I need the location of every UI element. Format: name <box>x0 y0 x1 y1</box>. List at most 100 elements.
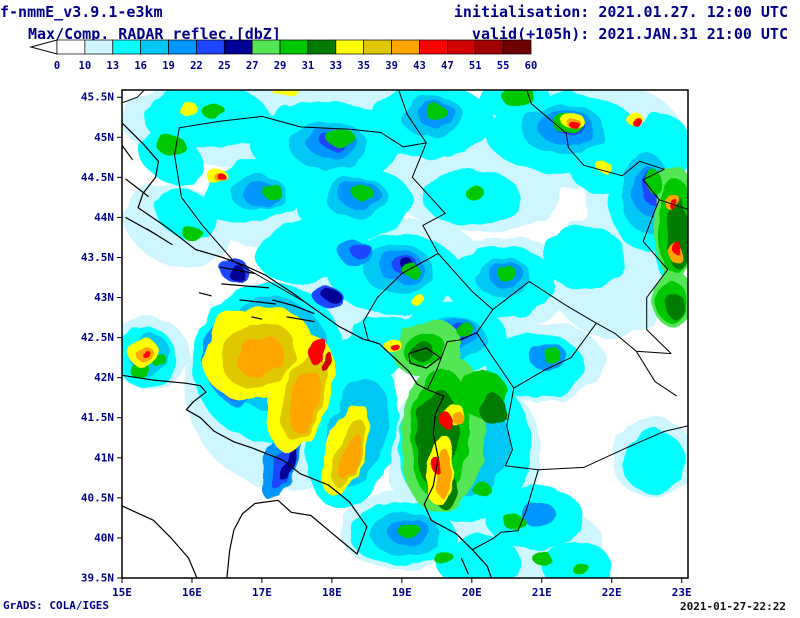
colorbar-segment <box>363 39 392 55</box>
colorbar-segment <box>335 39 365 55</box>
radar-reflectivity-shading <box>122 90 688 578</box>
radar-cell <box>179 102 198 117</box>
radar-cell <box>182 226 202 241</box>
radar-cell <box>389 341 398 350</box>
x-axis-tick-label: 22E <box>602 586 622 599</box>
colorbar-segment <box>223 39 253 55</box>
colorbar-tick-label: 27 <box>246 60 259 72</box>
colorbar-tick-label: 43 <box>413 60 426 72</box>
country-border <box>437 253 494 334</box>
radar-cell <box>157 134 185 156</box>
x-axis-tick-label: 18E <box>322 586 342 599</box>
colorbar-tick-label: 10 <box>79 60 92 72</box>
colorbar-tick-label: 51 <box>469 60 482 72</box>
coastline <box>239 299 276 305</box>
radar-cell <box>411 342 434 362</box>
coastline <box>219 266 256 275</box>
colorbar-tick-label: 55 <box>497 60 510 72</box>
colorbar-segment <box>196 39 225 55</box>
country-border <box>504 388 539 471</box>
y-axis-tick-label: 42.5N <box>81 331 114 344</box>
colorbar-segment <box>447 39 476 55</box>
radar-cell <box>569 121 580 130</box>
radar-cell <box>236 336 285 378</box>
radar-cell <box>340 434 363 481</box>
country-border <box>635 350 678 397</box>
colorbar-segment <box>140 39 169 55</box>
radar-cell <box>352 185 374 202</box>
radar-cell <box>541 225 626 290</box>
radar-cell <box>138 130 204 185</box>
colorbar-arrow <box>29 39 58 55</box>
radar-cell <box>499 90 535 106</box>
radar-cell <box>622 429 686 494</box>
radar-cell <box>426 105 448 122</box>
radar-cell <box>455 322 474 337</box>
radar-cell <box>319 351 331 369</box>
radar-cell <box>412 295 427 308</box>
colorbar: 0 10 13 16 19 22 25 27 29 31 33 35 39 43 47 51 55 60 <box>29 39 538 72</box>
x-axis-tick-label: 17E <box>252 586 272 599</box>
colorbar-tick-label: 0 <box>54 60 60 72</box>
colorbar-tick-label: 22 <box>190 60 203 72</box>
x-axis-tick-label: 16E <box>182 586 202 599</box>
grads-credit: GrADS: COLA/IGES <box>3 599 109 612</box>
y-axis-tick-label: 43.5N <box>81 251 114 264</box>
x-axis-tick-label: 21E <box>532 586 552 599</box>
x-axis-tick-label: 19E <box>392 586 412 599</box>
colorbar-tick-label: 29 <box>274 60 287 72</box>
colorbar-tick-label: 33 <box>329 60 342 72</box>
country-border <box>476 281 597 389</box>
colorbar-tick-label: 19 <box>162 60 175 72</box>
coastline <box>460 557 469 575</box>
coastline <box>198 292 212 297</box>
colorbar-tick-label: 39 <box>385 60 398 72</box>
y-axis-tick-label: 42N <box>94 371 114 384</box>
coastline <box>408 347 441 369</box>
radar-cell <box>473 482 492 498</box>
y-axis-tick-label: 39.5N <box>81 572 114 585</box>
y-axis-tick-label: 43N <box>94 291 114 304</box>
radar-cell <box>542 348 563 363</box>
colorbar-tick-label: 60 <box>525 60 538 72</box>
colorbar-segment <box>502 39 532 55</box>
country-border <box>538 425 688 471</box>
colorbar-segment <box>419 39 448 55</box>
radar-cell <box>665 292 684 319</box>
coastline <box>125 178 149 198</box>
country-border <box>642 199 672 354</box>
y-axis-tick-label: 44.5N <box>81 171 114 184</box>
colorbar-segment <box>56 39 86 55</box>
radar-cell <box>465 186 486 201</box>
x-axis-tick-label: 15E <box>112 586 132 599</box>
y-axis-tick-label: 41N <box>94 451 114 464</box>
colorbar-segment <box>84 39 114 55</box>
radar-cell <box>273 90 299 98</box>
y-axis-tick-label: 40N <box>94 531 114 544</box>
colorbar-tick-label: 31 <box>302 60 315 72</box>
radar-cell <box>674 243 683 256</box>
radar-cell <box>401 263 419 276</box>
radar-cell <box>397 521 420 538</box>
radar-cell <box>541 542 612 578</box>
radar-cell <box>478 395 507 425</box>
country-border <box>398 90 427 144</box>
radar-cell <box>140 348 150 357</box>
coastline <box>122 144 133 161</box>
colorbar-segment <box>391 39 420 55</box>
country-border <box>122 90 146 104</box>
coastlines-and-borders <box>122 90 688 578</box>
country-border <box>526 90 665 201</box>
radar-cell <box>323 289 341 303</box>
country-border <box>659 199 688 210</box>
colorbar-segment <box>251 39 281 55</box>
y-axis-tick-label: 41.5N <box>81 411 114 424</box>
radar-cell <box>597 162 612 174</box>
coastline <box>146 228 173 246</box>
radar-cell <box>226 264 244 280</box>
radar-cell <box>262 183 283 200</box>
radar-cell <box>439 411 451 428</box>
colorbar-segment <box>279 39 309 55</box>
